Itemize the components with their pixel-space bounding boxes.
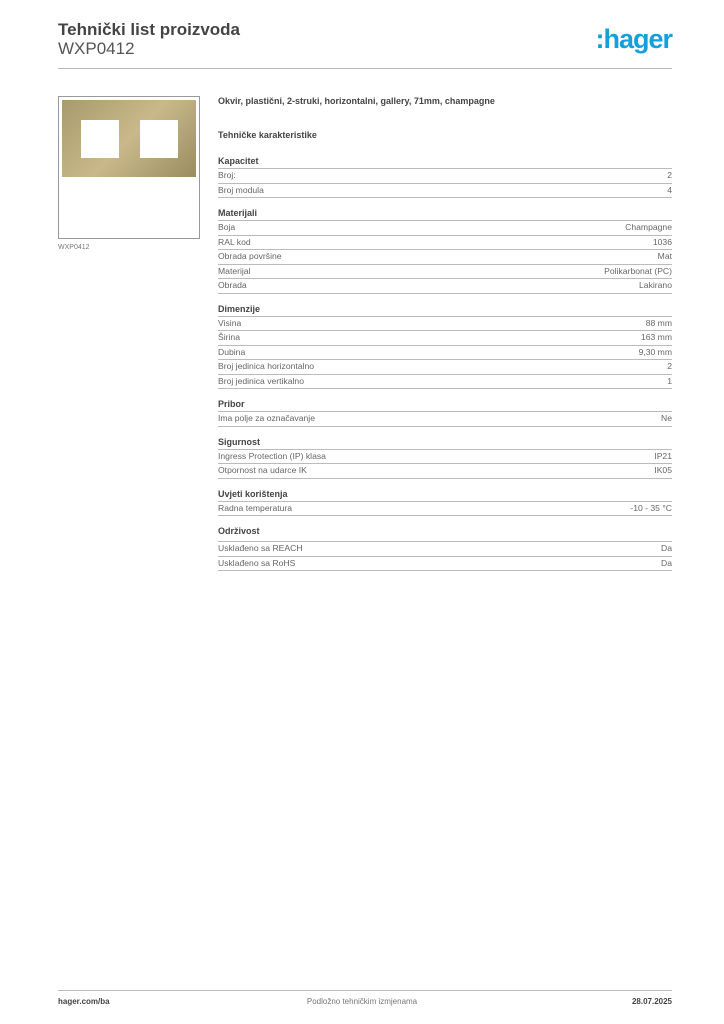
frame-opening	[81, 120, 119, 158]
spec-row: RAL kod 1036	[218, 236, 672, 250]
spec-value: 9,30 mm	[638, 346, 672, 357]
spec-row: Broj: 2	[218, 169, 672, 184]
spec-row: Otpornost na udarce IK IK05	[218, 464, 672, 479]
spec-label: Usklađeno sa REACH	[218, 543, 303, 553]
spec-label: Otpornost na udarce IK	[218, 465, 307, 475]
spec-row: Visina 88 mm	[218, 317, 672, 331]
footer-divider	[58, 990, 672, 991]
characteristics-heading: Tehničke karakteristike	[218, 130, 317, 140]
logo-text: hager	[603, 24, 673, 54]
header-divider	[58, 68, 672, 69]
spec-row: Usklađeno sa RoHS Da	[218, 557, 672, 571]
spec-value: Mat	[657, 251, 672, 261]
spec-label: Materijal	[218, 265, 251, 276]
spec-value: Da	[661, 557, 672, 568]
spec-value: 88 mm	[645, 317, 672, 328]
spec-row: Broj jedinica horizontalno 2	[218, 360, 672, 375]
spec-label: Broj:	[218, 170, 236, 180]
frame-opening	[140, 120, 178, 158]
spec-row: Ingress Protection (IP) klasa IP21	[218, 450, 672, 464]
hager-logo: :hager	[595, 24, 673, 54]
section-title: Pribor	[218, 398, 672, 412]
footer-date: 28.07.2025	[631, 997, 672, 1006]
spec-row: Broj modula 4	[218, 184, 672, 198]
spec-section: Materijali Boja Champagne RAL kod 1036 Obrada…	[218, 207, 672, 294]
spec-value: Lakirano	[639, 280, 672, 290]
spec-label: Broj jedinica horizontalno	[218, 361, 315, 371]
spec-row: Usklađeno sa REACH Da	[218, 542, 672, 557]
spec-label: Radna temperatura	[218, 502, 293, 513]
spec-value: 1	[667, 375, 672, 386]
spec-row: Radna temperatura -10 - 35 °C	[218, 502, 672, 516]
spec-row: Širina 163 mm	[218, 331, 672, 346]
spec-label: Ingress Protection (IP) klasa	[218, 450, 326, 461]
spec-value: 2	[667, 170, 672, 180]
spec-value: Polikarbonat (PC)	[604, 265, 672, 276]
spec-value: 163 mm	[640, 332, 672, 342]
spec-row: Dubina 9,30 mm	[218, 346, 672, 360]
spec-value: Champagne	[625, 222, 672, 232]
spec-label: Broj jedinica vertikalno	[218, 375, 304, 386]
section-title: Uvjeti korištenja	[218, 488, 672, 502]
spec-section: Sigurnost Ingress Protection (IP) klasa IP…	[218, 436, 672, 479]
product-description: Okvir, plastični, 2-struki, horizontalni…	[218, 96, 495, 106]
spec-table: Kapacitet Broj: 2 Broj modula 4 Materijali Boj…	[218, 155, 672, 580]
spec-label: Usklađeno sa RoHS	[218, 557, 296, 568]
spec-label: Visina	[218, 317, 242, 328]
spec-row: Broj jedinica vertikalno 1	[218, 375, 672, 389]
spec-label: RAL kod	[218, 236, 251, 247]
spec-section: Kapacitet Broj: 2 Broj modula 4	[218, 155, 672, 198]
spec-label: Obrada površine	[218, 251, 282, 261]
spec-value: 2	[667, 361, 672, 371]
spec-value: Da	[661, 543, 672, 553]
spec-row: Boja Champagne	[218, 221, 672, 236]
spec-value: IK05	[654, 465, 672, 475]
section-title: Kapacitet	[218, 155, 672, 169]
section-title: Održivost	[218, 525, 672, 542]
spec-value: IP21	[654, 450, 672, 461]
spec-section: Održivost Usklađeno sa REACH Da Usklađeno s…	[218, 525, 672, 571]
section-title: Materijali	[218, 207, 672, 221]
page-title: Tehnički list proizvoda	[58, 20, 240, 39]
section-title: Dimenzije	[218, 303, 672, 317]
spec-row: Obrada Lakirano	[218, 279, 672, 294]
spec-value: Ne	[661, 413, 672, 423]
spec-label: Obrada	[218, 280, 247, 290]
spec-value: 4	[667, 184, 672, 195]
frame-plate	[62, 100, 196, 177]
spec-section: Dimenzije Visina 88 mm Širina 163 mm Dubina 9,…	[218, 303, 672, 389]
product-image	[58, 96, 200, 239]
spec-row: Obrada površine Mat	[218, 250, 672, 265]
spec-label: Broj modula	[218, 184, 264, 195]
spec-label: Širina	[218, 332, 240, 342]
section-title: Sigurnost	[218, 436, 672, 450]
spec-section: Uvjeti korištenja Radna temperatura -10 - …	[218, 488, 672, 516]
image-caption: WXP0412	[58, 244, 90, 251]
spec-row: Materijal Polikarbonat (PC)	[218, 265, 672, 279]
spec-row: Ima polje za označavanje Ne	[218, 412, 672, 427]
footer-notice: Podložno tehničkim izmjenama	[306, 997, 418, 1006]
product-code: WXP0412	[58, 39, 135, 58]
spec-section: Pribor Ima polje za označavanje Ne	[218, 398, 672, 427]
spec-value: 1036	[652, 236, 672, 247]
spec-label: Dubina	[218, 346, 246, 357]
spec-value: -10 - 35 °C	[630, 502, 672, 513]
spec-label: Boja	[218, 222, 236, 232]
spec-label: Ima polje za označavanje	[218, 413, 315, 423]
footer-website[interactable]: hager.com/ba	[58, 997, 110, 1006]
